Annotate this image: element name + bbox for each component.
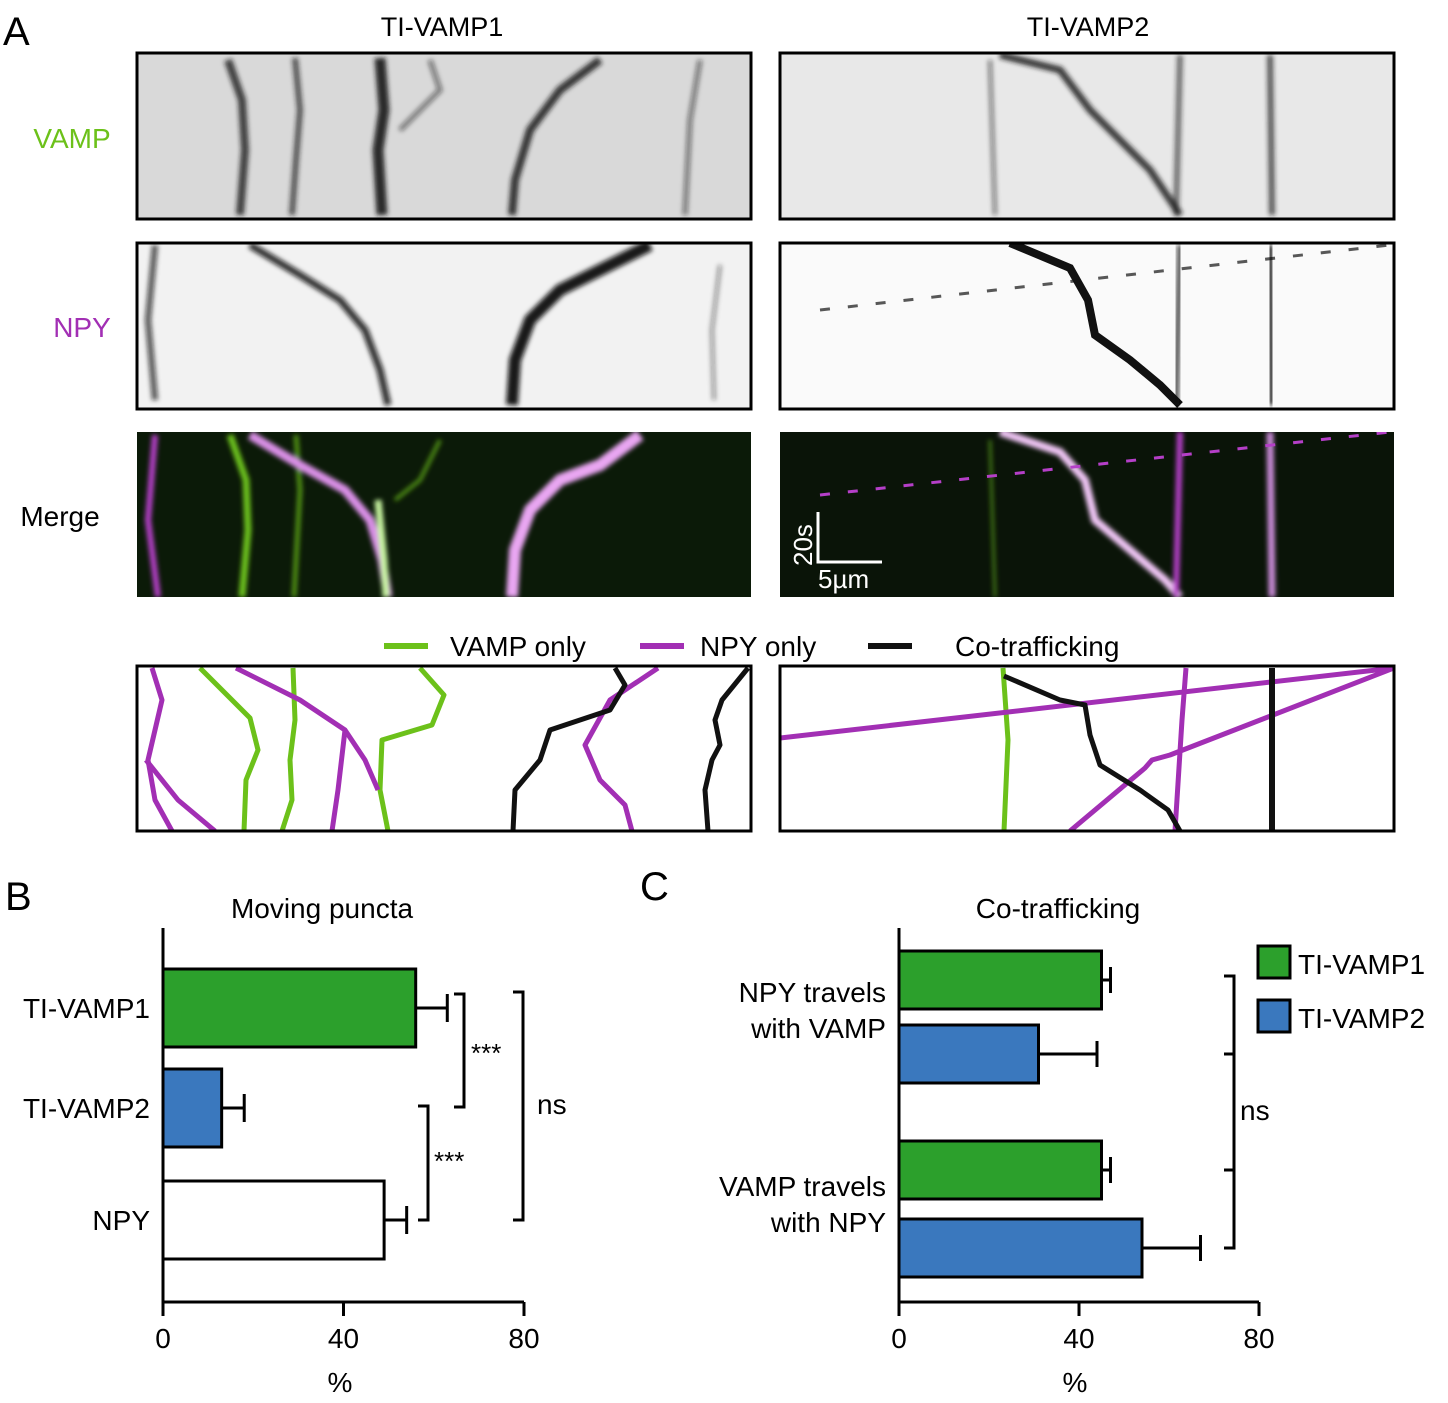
- trace-frame: [135, 664, 753, 833]
- legend-npy-only: NPY only: [700, 631, 816, 662]
- bar: [897, 1217, 1144, 1279]
- traces-tivamp1: [144, 666, 750, 831]
- x-tick-label: 40: [328, 1323, 359, 1354]
- legend-label: TI-VAMP2: [1298, 1003, 1425, 1034]
- bar: [161, 1179, 386, 1261]
- significance-bracket: [513, 990, 525, 1222]
- significance-label: ***: [471, 1038, 501, 1068]
- bar: [161, 967, 418, 1049]
- legend-swatch: [1256, 944, 1292, 980]
- col-title-vamp1: TI-VAMP1: [381, 12, 504, 42]
- bar: [897, 1023, 1040, 1085]
- legend-vamp-only: VAMP only: [450, 631, 586, 662]
- x-tick-label: 0: [155, 1323, 171, 1354]
- y-tick-label: TI-VAMP2: [23, 1093, 150, 1124]
- kymo-frame: [778, 241, 1396, 411]
- row-label-merge: Merge: [20, 501, 99, 532]
- x-tick-label: 0: [891, 1323, 907, 1354]
- legend-co-trafficking: Co-trafficking: [955, 631, 1119, 662]
- scale-time-label: 20s: [788, 524, 818, 566]
- row-label-npy: NPY: [53, 312, 111, 343]
- significance-label: ns: [1240, 1095, 1270, 1126]
- significance-bracket: [454, 992, 466, 1109]
- y-tick-label: VAMP travels with NPY: [719, 1171, 886, 1238]
- bar: [897, 1139, 1103, 1201]
- trace-frame: [778, 664, 1396, 833]
- kymograph-vamp-tivamp1: [137, 53, 751, 219]
- kymograph-merge-tivamp2: [780, 432, 1394, 597]
- kymograph-vamp-tivamp2: [780, 53, 1394, 219]
- significance-label: ***: [434, 1146, 464, 1176]
- y-tick-label: NPY travels with VAMP: [739, 977, 886, 1044]
- kymo-frame: [135, 51, 753, 221]
- kymo-frame: [778, 51, 1396, 221]
- scale-bar: 20s 5µm: [788, 512, 882, 594]
- chart-moving-puncta: B Moving puncta % 0 40 80 TI-VAMP1 TI-VAMP2 N…: [5, 875, 567, 1398]
- panel-c-letter: C: [640, 865, 669, 909]
- chart-co-trafficking: C Co-trafficking % 0 40 80 NPY travels with …: [640, 865, 1425, 1398]
- row-label-vamp: VAMP: [33, 123, 110, 154]
- scale-length-label: 5µm: [818, 564, 869, 594]
- traces-tivamp2: [780, 666, 1394, 831]
- chart-title: Moving puncta: [231, 893, 414, 924]
- panel-a-letter: A: [3, 10, 30, 54]
- legend-swatch: [1256, 998, 1292, 1034]
- kymo-frame: [135, 241, 753, 411]
- x-tick-label: 80: [508, 1323, 539, 1354]
- x-tick-label: 40: [1063, 1323, 1094, 1354]
- panel-b-letter: B: [5, 875, 32, 919]
- kymograph-npy-tivamp2: [780, 243, 1394, 409]
- significance-bracket: [1224, 974, 1236, 1250]
- kymograph-merge-tivamp1: [137, 432, 751, 597]
- significance-bracket: [418, 1104, 430, 1222]
- x-axis-label: %: [328, 1367, 353, 1398]
- significance-label: ns: [537, 1089, 567, 1120]
- x-tick-label: 80: [1243, 1323, 1274, 1354]
- col-title-vamp2: TI-VAMP2: [1027, 12, 1150, 42]
- bar: [897, 949, 1103, 1011]
- y-tick-label: TI-VAMP1: [23, 993, 150, 1024]
- trace-legend: VAMP only NPY only Co-trafficking: [384, 631, 1119, 662]
- legend-label: TI-VAMP1: [1298, 949, 1425, 980]
- kymograph-npy-tivamp1: [137, 243, 751, 409]
- chart-title: Co-trafficking: [976, 893, 1140, 924]
- bar: [161, 1067, 224, 1149]
- y-tick-label: NPY: [92, 1205, 150, 1236]
- x-axis-label: %: [1063, 1367, 1088, 1398]
